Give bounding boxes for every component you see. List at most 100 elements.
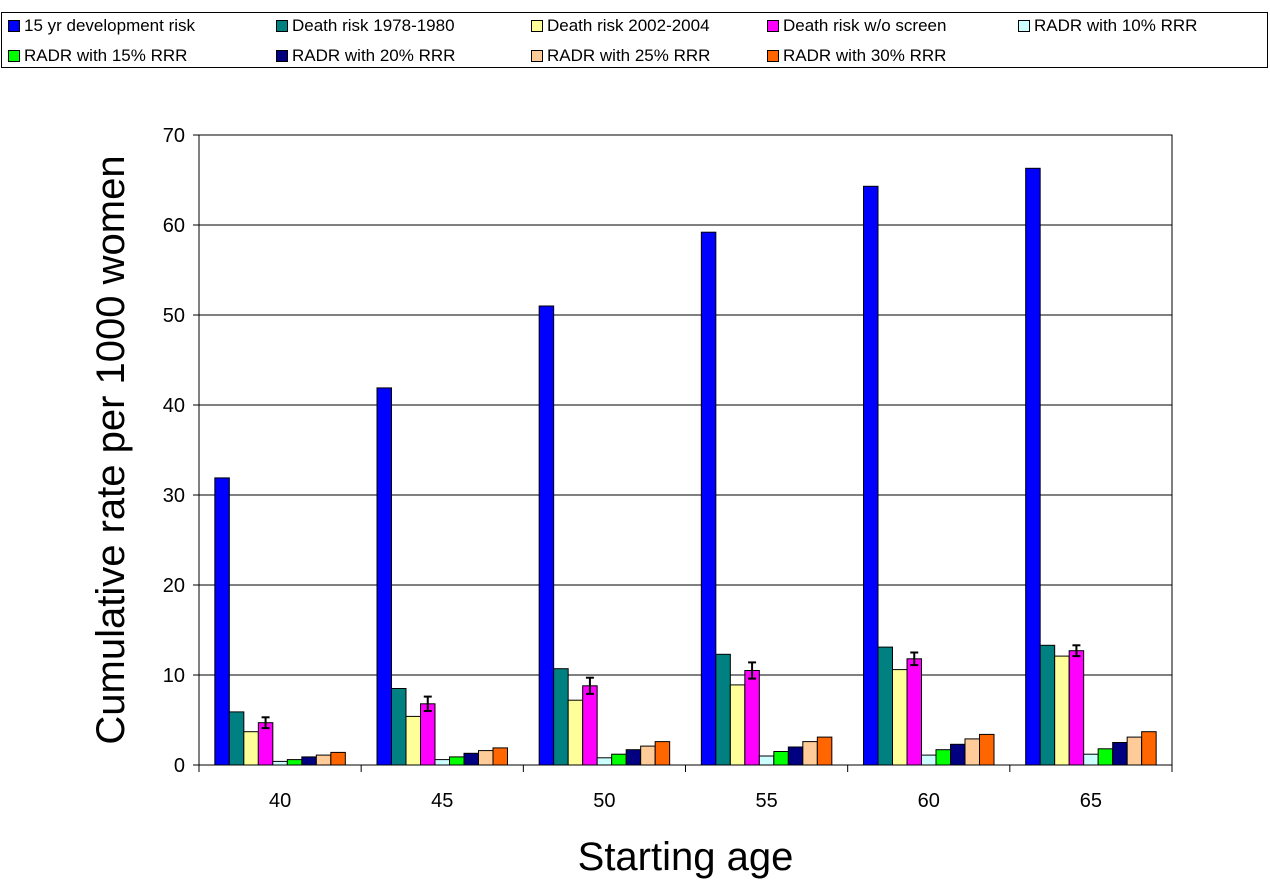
bar	[625, 749, 642, 766]
y-tick-label: 40	[163, 395, 185, 417]
bar	[935, 749, 951, 766]
bar	[405, 715, 421, 766]
bar	[463, 752, 479, 766]
bar	[1039, 644, 1056, 766]
legend-label: RADR with 10% RRR	[1034, 16, 1198, 35]
bar	[492, 747, 508, 766]
bar	[906, 658, 922, 766]
bar	[1112, 742, 1128, 766]
legend-item: RADR with 15% RRR	[8, 46, 187, 66]
bar	[376, 387, 392, 766]
x-tick-label: 55	[755, 790, 777, 812]
legend-swatch	[767, 50, 779, 62]
bar	[715, 653, 731, 766]
bar	[243, 731, 259, 766]
legend-label: RADR with 30% RRR	[783, 46, 947, 65]
bar	[744, 670, 760, 766]
legend-item: Death risk 1978-1980	[276, 16, 455, 36]
bar	[1054, 655, 1070, 766]
x-tick-label: 40	[269, 790, 291, 812]
legend-swatch	[276, 50, 288, 62]
legend-label: RADR with 25% RRR	[547, 46, 711, 65]
legend-swatch	[8, 20, 20, 32]
bar	[1068, 650, 1085, 766]
bar	[478, 750, 494, 766]
x-tick-label: 45	[431, 790, 453, 812]
bar	[286, 759, 303, 766]
legend-swatch	[276, 20, 288, 32]
bar	[787, 746, 804, 766]
bar	[596, 757, 613, 766]
legend-swatch	[1018, 20, 1030, 32]
legend-item: 15 yr development risk	[8, 16, 195, 36]
bar	[391, 688, 407, 766]
bar	[877, 646, 893, 766]
bars	[214, 167, 1157, 766]
chart-legend: 15 yr development risk Death risk 1978-19…	[1, 12, 1268, 68]
legend-swatch	[767, 20, 779, 32]
legend-swatch	[8, 50, 20, 62]
bar	[611, 753, 627, 766]
bar	[538, 305, 555, 766]
bar	[434, 759, 450, 766]
x-tick-label: 65	[1080, 790, 1102, 812]
x-tick-label: 60	[918, 790, 940, 812]
bar	[301, 756, 317, 766]
bar	[816, 736, 833, 766]
bar	[802, 741, 818, 766]
y-tick-label: 0	[174, 755, 185, 777]
legend-label: Death risk w/o screen	[783, 16, 947, 35]
bar	[330, 751, 346, 766]
bar	[272, 760, 288, 766]
bar	[773, 751, 789, 766]
legend-label: RADR with 20% RRR	[292, 46, 456, 65]
legend-item: RADR with 25% RRR	[531, 46, 710, 66]
bar	[315, 754, 332, 766]
legend-item: RADR with 10% RRR	[1018, 16, 1197, 36]
bar	[921, 754, 937, 766]
y-tick-label: 10	[163, 665, 185, 687]
legend-label: RADR with 15% RRR	[24, 46, 188, 65]
bar	[1126, 736, 1143, 766]
legend-item: RADR with 20% RRR	[276, 46, 455, 66]
bar	[1025, 167, 1041, 766]
bar	[420, 703, 436, 766]
legend-swatch	[531, 50, 543, 62]
bar	[449, 756, 465, 766]
bar	[654, 741, 671, 766]
bar	[214, 477, 230, 766]
bar	[228, 711, 245, 766]
bar	[979, 733, 995, 766]
bar	[1141, 731, 1157, 766]
axes: 0 10 20 30 40 50 60 70 40 45 50 55 60 65	[163, 125, 1173, 812]
legend-label: Death risk 2002-2004	[547, 16, 710, 35]
bar	[567, 699, 584, 766]
y-axis-label: Cumulative rate per 1000 women	[89, 155, 133, 744]
y-tick-label: 30	[163, 485, 185, 507]
bar	[553, 668, 569, 766]
bar	[950, 743, 966, 766]
legend-item: Death risk 2002-2004	[531, 16, 710, 36]
bar	[1097, 748, 1114, 766]
y-tick-label: 70	[163, 125, 185, 147]
x-axis-label: Starting age	[578, 835, 794, 879]
legend-label: Death risk 1978-1980	[292, 16, 455, 35]
bar	[1083, 753, 1099, 766]
bar	[964, 738, 980, 766]
bar	[863, 185, 879, 766]
bar	[582, 685, 598, 766]
y-tick-label: 20	[163, 575, 185, 597]
bar	[758, 755, 775, 766]
bar	[729, 684, 746, 766]
legend-swatch	[531, 20, 543, 32]
legend-item: Death risk w/o screen	[767, 16, 946, 36]
x-tick-label: 50	[593, 790, 615, 812]
legend-item: RADR with 30% RRR	[767, 46, 946, 66]
y-tick-label: 60	[163, 215, 185, 237]
bar	[640, 745, 656, 766]
bar	[892, 669, 908, 766]
legend-label: 15 yr development risk	[24, 16, 196, 35]
gridlines	[199, 224, 1172, 676]
bar	[700, 231, 717, 766]
